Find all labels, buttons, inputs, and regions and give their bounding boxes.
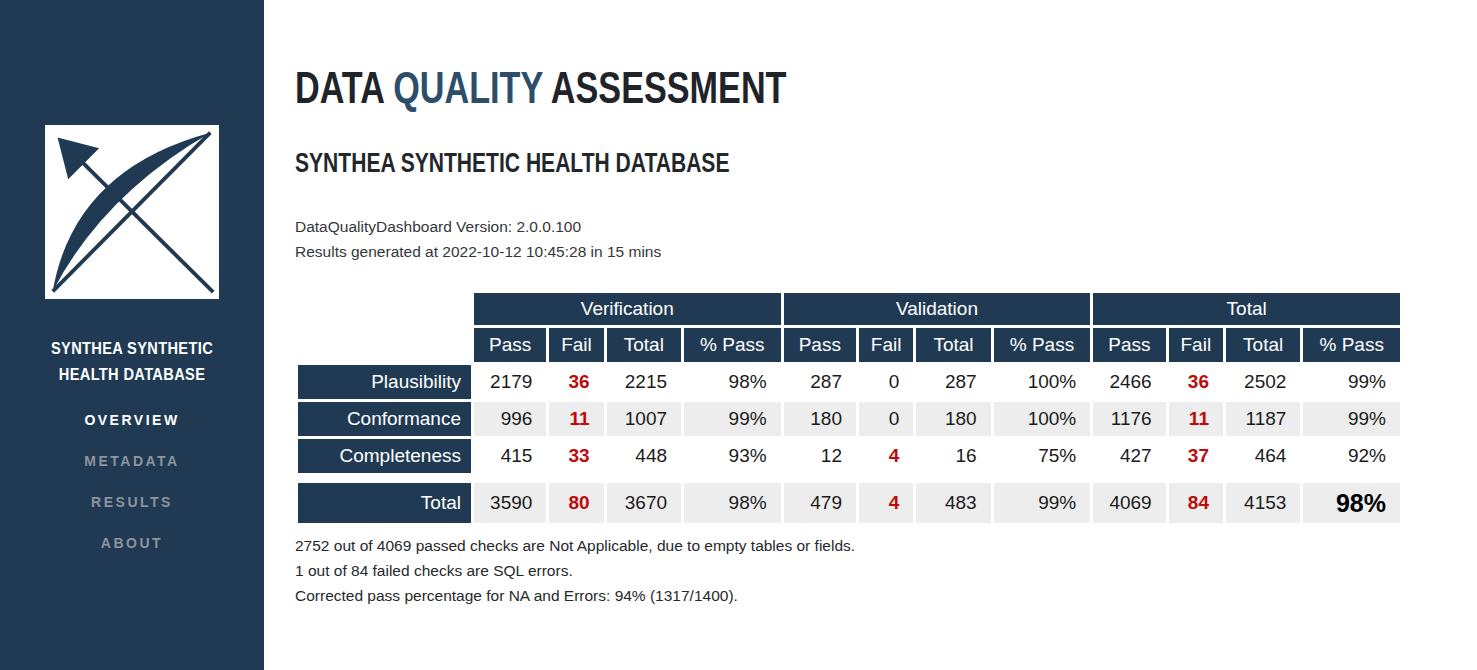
- table-cell: 996: [474, 402, 546, 436]
- nav-item-about[interactable]: ABOUT: [0, 535, 264, 551]
- col-header-fail: Fail: [1169, 328, 1223, 362]
- table-cell: 4153: [1226, 483, 1300, 523]
- nav-item-results[interactable]: RESULTS: [0, 494, 264, 510]
- table-cell: 1007: [607, 402, 681, 436]
- table-cell: 0: [859, 402, 913, 436]
- footnotes: 2752 out of 4069 passed checks are Not A…: [295, 533, 1477, 608]
- note-not-applicable: 2752 out of 4069 passed checks are Not A…: [295, 533, 1477, 558]
- results-summary-table: Verification Validation Total Pass Fail …: [295, 290, 1403, 526]
- group-header-row: Verification Validation Total: [298, 293, 1400, 325]
- col-header-fail: Fail: [859, 328, 913, 362]
- table-cell: 99%: [684, 402, 781, 436]
- table-cell: 100%: [994, 402, 1091, 436]
- table-cell: 4069: [1093, 483, 1165, 523]
- sidebar: SYNTHEA SYNTHETIC HEALTH DATABASE OVERVI…: [0, 0, 264, 670]
- table-spacer: [298, 476, 1400, 480]
- table-cell: 1176: [1093, 402, 1165, 436]
- table-cell: 36: [549, 365, 603, 399]
- table-cell: 180: [916, 402, 990, 436]
- corner-cell: [298, 293, 471, 325]
- page-title: DATA QUALITY ASSESSMENT: [295, 64, 1477, 112]
- nav-item-metadata[interactable]: METADATA: [0, 453, 264, 469]
- col-header-pass: Pass: [784, 328, 856, 362]
- table-row-plausibility: Plausibility 2179 36 2215 98% 287 0 287 …: [298, 365, 1400, 399]
- page-title-accent: QUALITY: [393, 62, 542, 113]
- note-corrected-pct: Corrected pass percentage for NA and Err…: [295, 583, 1477, 608]
- table-cell: 80: [549, 483, 603, 523]
- table-cell: 2466: [1093, 365, 1165, 399]
- database-subtitle: SYNTHEA SYNTHETIC HEALTH DATABASE: [295, 148, 1477, 178]
- table-cell: 12: [784, 439, 856, 473]
- row-label: Completeness: [298, 439, 471, 473]
- table-cell: 37: [1169, 439, 1223, 473]
- table-cell: 2179: [474, 365, 546, 399]
- row-label: Total: [298, 483, 471, 523]
- table-row-total: Total 3590 80 3670 98% 479 4 483 99% 406…: [298, 483, 1400, 523]
- sidebar-database-title: SYNTHEA SYNTHETIC HEALTH DATABASE: [23, 336, 241, 389]
- table-cell: 415: [474, 439, 546, 473]
- generated-line: Results generated at 2022-10-12 10:45:28…: [295, 239, 1477, 264]
- table-cell: 2215: [607, 365, 681, 399]
- group-header-validation: Validation: [784, 293, 1091, 325]
- dqd-overview-page: SYNTHEA SYNTHETIC HEALTH DATABASE OVERVI…: [0, 0, 1477, 670]
- col-header-pass: Pass: [1093, 328, 1165, 362]
- col-header-total: Total: [916, 328, 990, 362]
- table-cell: 287: [784, 365, 856, 399]
- col-header-pct-pass: % Pass: [994, 328, 1091, 362]
- table-cell: 84: [1169, 483, 1223, 523]
- col-header-pct-pass: % Pass: [684, 328, 781, 362]
- table-cell: 483: [916, 483, 990, 523]
- page-title-part1: DATA: [295, 62, 393, 113]
- table-cell: 36: [1169, 365, 1223, 399]
- table-cell: 98%: [684, 365, 781, 399]
- table-cell: 11: [1169, 402, 1223, 436]
- page-title-part2: ASSESSMENT: [543, 62, 787, 113]
- metadata-block: DataQualityDashboard Version: 2.0.0.100 …: [295, 214, 1477, 264]
- table-cell: 0: [859, 365, 913, 399]
- table-cell: 2502: [1226, 365, 1300, 399]
- table-cell: 3670: [607, 483, 681, 523]
- col-header-pct-pass: % Pass: [1303, 328, 1400, 362]
- table-cell: 464: [1226, 439, 1300, 473]
- table-cell: 33: [549, 439, 603, 473]
- table-cell: 16: [916, 439, 990, 473]
- table-cell: 479: [784, 483, 856, 523]
- table-row-completeness: Completeness 415 33 448 93% 12 4 16 75% …: [298, 439, 1400, 473]
- corner-cell: [298, 328, 471, 362]
- table-cell: 100%: [994, 365, 1091, 399]
- grand-total-pct-pass: 98%: [1303, 483, 1400, 523]
- group-header-total: Total: [1093, 293, 1400, 325]
- table-cell: 11: [549, 402, 603, 436]
- col-header-total: Total: [1226, 328, 1300, 362]
- synthea-bow-arrow-logo-icon: [44, 125, 220, 299]
- group-header-verification: Verification: [474, 293, 781, 325]
- table-cell: 75%: [994, 439, 1091, 473]
- table-cell: 287: [916, 365, 990, 399]
- row-label: Plausibility: [298, 365, 471, 399]
- nav-item-overview[interactable]: OVERVIEW: [0, 412, 264, 428]
- note-sql-errors: 1 out of 84 failed checks are SQL errors…: [295, 558, 1477, 583]
- col-header-total: Total: [607, 328, 681, 362]
- table-cell: 99%: [994, 483, 1091, 523]
- table-cell: 4: [859, 439, 913, 473]
- table-cell: 99%: [1303, 365, 1400, 399]
- table-cell: 99%: [1303, 402, 1400, 436]
- table-row-conformance: Conformance 996 11 1007 99% 180 0 180 10…: [298, 402, 1400, 436]
- table-cell: 1187: [1226, 402, 1300, 436]
- main-content: DATA QUALITY ASSESSMENT SYNTHEA SYNTHETI…: [264, 0, 1477, 670]
- table-cell: 427: [1093, 439, 1165, 473]
- sub-header-row: Pass Fail Total % Pass Pass Fail Total %…: [298, 328, 1400, 362]
- table-cell: 448: [607, 439, 681, 473]
- col-header-pass: Pass: [474, 328, 546, 362]
- table-cell: 98%: [684, 483, 781, 523]
- table-cell: 92%: [1303, 439, 1400, 473]
- table-cell: 180: [784, 402, 856, 436]
- table-cell: 3590: [474, 483, 546, 523]
- table-cell: 4: [859, 483, 913, 523]
- version-line: DataQualityDashboard Version: 2.0.0.100: [295, 214, 1477, 239]
- col-header-fail: Fail: [549, 328, 603, 362]
- table-cell: 93%: [684, 439, 781, 473]
- sidebar-nav: OVERVIEW METADATA RESULTS ABOUT: [0, 412, 264, 551]
- row-label: Conformance: [298, 402, 471, 436]
